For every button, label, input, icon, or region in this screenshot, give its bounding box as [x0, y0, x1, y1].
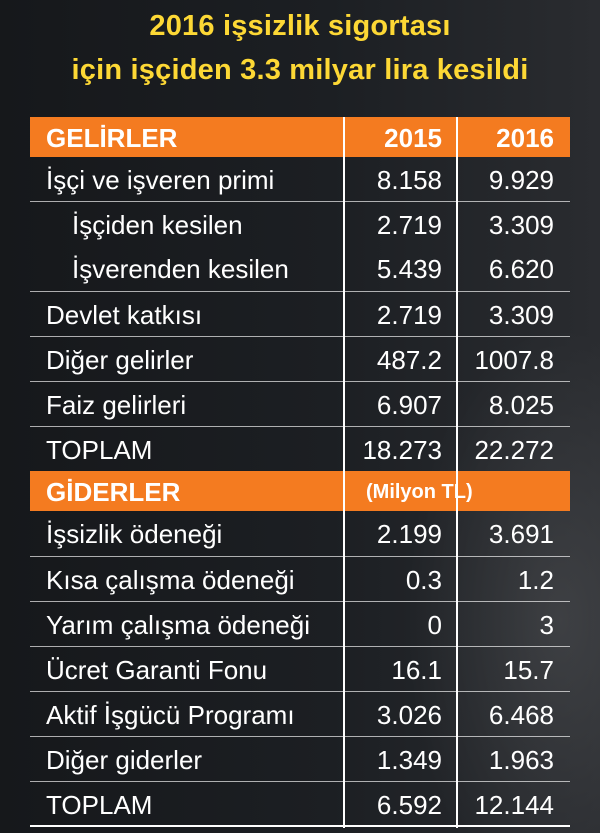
value-2016: 12.144: [474, 790, 554, 821]
row-label: TOPLAM: [46, 790, 153, 821]
value-2016: 1.2: [517, 564, 554, 595]
income-row: Devlet katkısı 2.719 3.309: [30, 292, 570, 337]
data-table: GELİRLER 2015 2016 İşçi ve işveren primi…: [30, 117, 570, 827]
value-2016: 6.468: [488, 700, 554, 731]
value-2016: 3.691: [488, 519, 554, 550]
unit-label: (Milyon TL): [366, 481, 473, 504]
value-2015: 0: [427, 609, 442, 640]
row-label: TOPLAM: [46, 435, 153, 466]
value-2016: 3.309: [488, 210, 554, 241]
income-row: Diğer gelirler 487.2 1007.8: [30, 337, 570, 382]
value-2016: 6.620: [488, 254, 554, 285]
income-header-label: GELİRLER: [46, 123, 178, 153]
income-row: Faiz gelirleri 6.907 8.025: [30, 382, 570, 428]
expense-rows: İşsizlik ödeneği 2.199 3.691 Kısa çalışma ö…: [30, 511, 570, 826]
income-row: İşverenden kesilen 5.439 6.620: [30, 246, 570, 292]
row-label: Diğer giderler: [46, 745, 203, 776]
expense-header-label: GİDERLER: [46, 477, 181, 508]
row-label: Devlet katkısı: [46, 299, 203, 330]
value-2015: 5.439: [376, 254, 442, 285]
value-2015: 6.592: [376, 790, 442, 821]
value-2015: 2.719: [376, 210, 442, 241]
row-label: İşçi ve işveren primi: [46, 165, 275, 195]
value-2015: 1.349: [376, 745, 442, 776]
value-2015: 8.158: [376, 165, 442, 195]
value-2016: 3.309: [488, 299, 554, 330]
row-label: Yarım çalışma ödeneği: [46, 609, 310, 640]
income-rows: İşçi ve işveren primi 8.158 9.929 İşçiden k…: [30, 157, 570, 471]
column-header-2016: 2016: [496, 123, 554, 153]
value-2015: 6.907: [376, 389, 442, 420]
value-2015: 16.1: [391, 654, 442, 685]
value-2015: 2.199: [376, 519, 442, 550]
value-2016: 1.963: [488, 745, 554, 776]
expense-row: Diğer giderler 1.349 1.963: [30, 737, 570, 783]
value-2015: 3.026: [376, 700, 442, 731]
value-2016: 1007.8: [474, 344, 554, 375]
row-label: Ücret Garanti Fonu: [46, 654, 268, 685]
value-2016: 15.7: [503, 654, 554, 685]
row-label: Diğer gelirler: [46, 344, 194, 375]
income-header: GELİRLER 2015 2016: [30, 117, 570, 157]
value-2015: 487.2: [376, 344, 442, 375]
row-label: İşsizlik ödeneği: [46, 519, 223, 550]
value-2016: 22.272: [474, 435, 554, 466]
value-2015: 18.273: [362, 435, 442, 466]
chart-title: 2016 işsizlik sigortası için işçiden 3.3…: [0, 4, 600, 92]
column-divider-2: [456, 117, 458, 828]
expense-row: Aktif İşgücü Programı 3.026 6.468: [30, 692, 570, 738]
value-2016: 9.929: [488, 165, 554, 195]
value-2015: 0.3: [405, 564, 442, 595]
column-divider-1: [343, 117, 345, 828]
row-label: Faiz gelirleri: [46, 389, 187, 420]
expense-row: Ücret Garanti Fonu 16.1 15.7: [30, 647, 570, 693]
expense-row: İşsizlik ödeneği 2.199 3.691: [30, 511, 570, 557]
expense-header: GİDERLER (Milyon TL): [30, 471, 570, 512]
table-bottom-rule: [30, 825, 570, 827]
income-row: İşçiden kesilen 2.719 3.309: [30, 202, 570, 246]
income-row: İşçi ve işveren primi 8.158 9.929: [30, 157, 570, 203]
income-row: TOPLAM 18.273 22.272: [30, 427, 570, 471]
value-2016: 8.025: [488, 389, 554, 420]
expense-row: TOPLAM 6.592 12.144: [30, 782, 570, 826]
value-2015: 2.719: [376, 299, 442, 330]
expense-row: Yarım çalışma ödeneği 0 3: [30, 602, 570, 647]
row-label: İşverenden kesilen: [72, 254, 289, 285]
row-label: Kısa çalışma ödeneği: [46, 564, 295, 595]
title-line-1: 2016 işsizlik sigortası: [149, 10, 451, 42]
row-label: İşçiden kesilen: [72, 210, 243, 241]
column-header-2015: 2015: [384, 123, 442, 153]
expense-row: Kısa çalışma ödeneği 0.3 1.2: [30, 557, 570, 602]
row-label: Aktif İşgücü Programı: [46, 700, 295, 731]
title-line-2: için işçiden 3.3 milyar lira kesildi: [71, 54, 529, 86]
value-2016: 3: [539, 609, 554, 640]
